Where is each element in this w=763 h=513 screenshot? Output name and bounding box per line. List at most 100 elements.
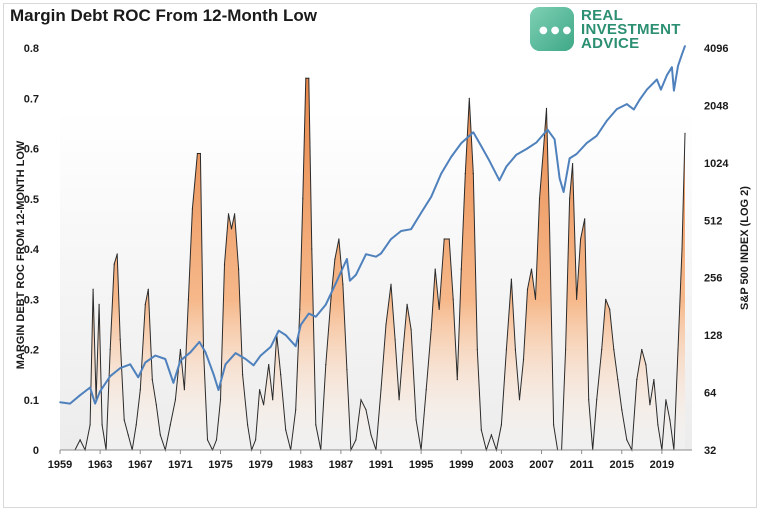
sp500-point [553,138,556,141]
roc-point [398,399,400,401]
roc-point [311,248,313,250]
sp500-point [656,78,658,81]
sp500-point [420,212,422,214]
roc-point [299,308,301,310]
roc-point [255,439,257,441]
roc-point [430,328,432,330]
roc-point [330,298,332,300]
roc-point [227,213,230,215]
roc-point [346,369,348,371]
sp500-point [308,312,310,315]
y-tick-label: 0.6 [24,144,39,156]
sp500-point [244,358,247,360]
roc-point [526,288,529,290]
sp500-line [59,45,686,405]
x-tick-label: 1991 [369,459,393,471]
sp500-point [616,108,618,110]
sp500-point [144,361,147,364]
roc-point [584,218,586,220]
roc-point [139,389,141,391]
roc-point [448,238,450,240]
roc-point [613,348,615,351]
roc-point [443,238,445,240]
roc-point [580,238,582,240]
sp500-point [284,334,287,336]
sp500-point [440,172,443,175]
roc-point [155,404,157,406]
sp500-point [234,352,237,354]
roc-point [572,163,574,165]
roc-point [127,434,129,436]
roc-point [464,173,466,175]
y2-tick-label: 4096 [704,43,728,55]
y-axis-left: 0 0.1 0.2 0.3 0.4 0.5 0.6 0.7 0.8 [24,43,40,457]
sp500-point [204,351,207,354]
roc-point [123,419,125,421]
roc-point [92,288,94,290]
sp500-point [129,363,131,366]
sp500-point [172,382,175,384]
sp500-point [595,135,598,137]
roc-point [247,424,249,426]
roc-point [355,439,357,441]
sp500-point [558,177,561,180]
roc-point [406,303,408,305]
sp500-point [430,196,433,198]
sp500-point [585,142,588,144]
chart-title: Margin Debt ROC From 12-Month Low [10,6,317,25]
roc-point [500,424,502,426]
roc-point [394,338,396,341]
logo-wordmark: REAL INVESTMENT ADVICE [581,7,681,52]
roc-point [588,399,590,401]
sp500-point [480,145,483,148]
sp500-point [546,128,549,131]
roc-point [534,298,537,300]
sp500-point [137,376,139,379]
sp500-point [568,157,571,160]
sp500-point [212,373,215,375]
roc-point [548,223,551,225]
sp500-point [69,402,71,405]
roc-point [259,389,261,391]
sp500-point [535,141,538,144]
x-tick-label: 2011 [570,459,594,471]
sp500-point [684,45,686,47]
roc-point [681,248,683,250]
roc-point [280,374,282,376]
roc-point [147,288,149,290]
roc-point [334,258,336,260]
roc-point [308,77,310,79]
sp500-point [325,303,327,306]
sp500-point [79,394,81,397]
chart-frame [3,3,757,508]
roc-point [452,298,454,300]
sp500-point [472,131,475,134]
sp500-point [450,156,453,158]
roc-point [219,399,222,401]
roc-point [415,419,417,421]
roc-point [187,298,189,300]
sp500-point [498,179,501,182]
y-axis-right: 32 64 128 256 512 1024 2048 4096 [704,43,729,457]
sp500-point [189,351,192,354]
y2-tick-label: 512 [704,215,722,227]
y-axis-right-label: S&P 500 INDEX (LOG 2) [739,186,751,310]
sp500-point [660,88,662,91]
sp500-point [671,66,673,68]
sp500-point [562,191,565,193]
sp500-point [252,364,255,367]
y-tick-label: 0.3 [24,294,39,306]
roc-point [174,399,176,401]
roc-point [159,434,161,436]
y-tick-label: 0.5 [24,194,39,206]
roc-point [636,379,638,381]
roc-area [75,78,685,450]
sp500-point [164,358,167,360]
roc-point [305,77,307,79]
sp500-point [346,258,348,260]
roc-point [196,152,198,155]
roc-point [653,379,655,381]
sp500-point [525,148,528,150]
sp500-point [673,89,675,92]
